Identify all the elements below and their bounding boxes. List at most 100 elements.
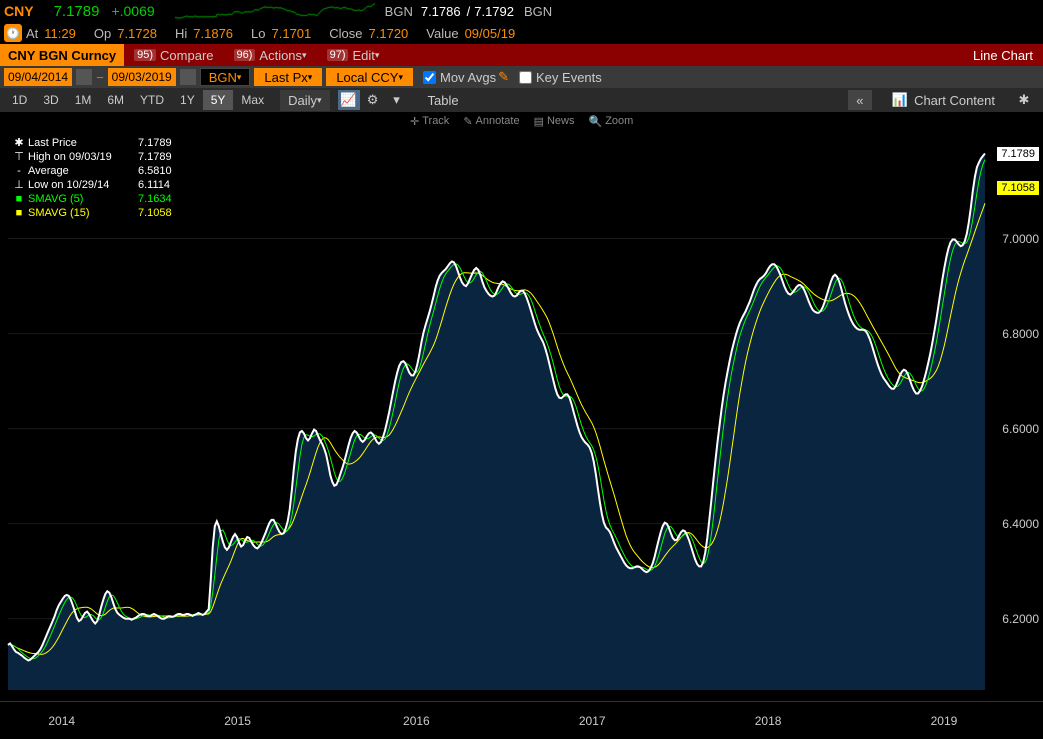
chart-legend: ✱Last Price7.1789 ⊤High on 09/03/197.178… <box>12 136 172 220</box>
gear-icon[interactable]: ✱ <box>1009 92 1039 108</box>
range-buttons: 1D3D1M6MYTD1Y5YMax <box>4 90 272 110</box>
currency-dropdown[interactable]: Local CCY <box>326 68 413 86</box>
range-button-ytd[interactable]: YTD <box>132 90 172 110</box>
source-label-right: BGN <box>524 4 552 19</box>
x-tick-label: 2018 <box>755 714 782 728</box>
chart-type-label: Line Chart <box>973 48 1043 63</box>
linechart-icon[interactable]: 📈 <box>338 90 360 110</box>
y-tick-label: 6.8000 <box>1002 327 1039 341</box>
y-tick-label: 6.2000 <box>1002 612 1039 626</box>
frequency-dropdown[interactable]: Daily <box>280 90 329 111</box>
calendar-icon[interactable] <box>180 69 196 85</box>
range-button-1y[interactable]: 1Y <box>172 90 203 110</box>
chart-area[interactable]: ✱Last Price7.1789 ⊤High on 09/03/197.178… <box>0 130 1043 701</box>
range-button-1m[interactable]: 1M <box>67 90 100 110</box>
close-label: Close <box>329 26 362 41</box>
range-button-3d[interactable]: 3D <box>35 90 66 110</box>
mov-avgs-label: Mov Avgs <box>440 70 496 85</box>
chart-content-button[interactable]: 📊 Chart Content <box>878 89 1009 111</box>
price-marker: 7.1789 <box>997 147 1039 161</box>
range-button-max[interactable]: Max <box>233 90 272 110</box>
news-button[interactable]: ▤News <box>534 115 575 128</box>
legend-high-label: High on 09/03/19 <box>28 150 138 164</box>
table-button[interactable]: Table <box>418 90 469 111</box>
range-button-6m[interactable]: 6M <box>99 90 132 110</box>
high-label: Hi <box>175 26 187 41</box>
calendar-icon[interactable] <box>76 69 92 85</box>
source-dropdown[interactable]: BGN <box>200 68 251 86</box>
chart-content-label: Chart Content <box>914 93 995 108</box>
edit-num: 97) <box>327 49 349 61</box>
legend-smavg5-label: SMAVG (5) <box>28 192 138 206</box>
key-events-checkbox[interactable]: Key Events <box>519 70 602 85</box>
open-value: 7.1728 <box>117 26 157 41</box>
mov-avgs-checkbox[interactable]: Mov Avgs ✎ <box>423 69 509 85</box>
x-axis: 201420152016201720182019 <box>0 701 1043 735</box>
x-tick-label: 2017 <box>579 714 606 728</box>
range-button-5y[interactable]: 5Y <box>203 90 234 110</box>
legend-low-label: Low on 10/29/14 <box>28 178 138 192</box>
low-icon: ⊥ <box>12 178 26 192</box>
legend-smavg15-value: 7.1058 <box>138 206 172 220</box>
function-bar: CNY BGN Curncy 95) Compare 96) Actions 9… <box>0 44 1043 66</box>
range-button-1d[interactable]: 1D <box>4 90 35 110</box>
pencil-icon[interactable]: ✎ <box>498 69 509 85</box>
settings-icon[interactable]: ⚙ <box>362 90 384 110</box>
view-bar: 1D3D1M6MYTD1Y5YMax Daily 📈 ⚙ ▾ Table « 📊… <box>0 88 1043 112</box>
x-tick-label: 2015 <box>224 714 251 728</box>
price-change: +.0069 <box>111 3 154 19</box>
actions-button[interactable]: 96) Actions <box>224 44 317 66</box>
legend-smavg5-value: 7.1634 <box>138 192 172 206</box>
x-tick-label: 2019 <box>931 714 958 728</box>
legend-lastprice-label: Last Price <box>28 136 138 150</box>
price-marker: 7.1058 <box>997 181 1039 195</box>
legend-lastprice-value: 7.1789 <box>138 136 172 150</box>
square-icon: ■ <box>12 206 26 220</box>
y-tick-label: 6.6000 <box>1002 422 1039 436</box>
track-button[interactable]: ✛Track <box>410 115 449 128</box>
legend-high-value: 7.1789 <box>138 150 172 164</box>
sparkline <box>175 2 375 20</box>
annotate-button[interactable]: ✎Annotate <box>463 115 519 128</box>
ask: 7.1792 <box>474 4 514 19</box>
square-icon: ■ <box>12 192 26 206</box>
x-tick-label: 2016 <box>403 714 430 728</box>
close-value: 7.1720 <box>369 26 409 41</box>
date-to-input[interactable]: 09/03/2019 <box>108 68 176 86</box>
price-field-dropdown[interactable]: Last Px <box>254 68 322 86</box>
last-price: 7.1789 <box>54 3 100 20</box>
compare-button[interactable]: 95) Compare <box>124 44 223 66</box>
legend-avg-label: Average <box>28 164 138 178</box>
more-icon[interactable]: ▾ <box>386 90 408 110</box>
quote-bar: 🕐 At 11:29 Op 7.1728 Hi 7.1876 Lo 7.1701… <box>0 22 1043 44</box>
date-separator: − <box>96 70 104 85</box>
news-icon: ▤ <box>534 115 544 128</box>
pencil-icon: ✎ <box>463 115 472 128</box>
key-events-input[interactable] <box>519 71 532 84</box>
at-value: 11:29 <box>44 26 76 41</box>
crosshair-icon: ✛ <box>410 115 419 128</box>
key-events-label: Key Events <box>536 70 602 85</box>
actions-label: Actions <box>259 48 302 63</box>
chart-tool-icons: 📈 ⚙ ▾ <box>338 90 408 110</box>
legend-smavg15-label: SMAVG (15) <box>28 206 138 220</box>
low-value: 7.1701 <box>272 26 312 41</box>
zoom-button[interactable]: 🔍Zoom <box>589 115 634 128</box>
marker-icon: ✱ <box>12 136 26 150</box>
bid: 7.1786 <box>421 4 461 19</box>
date-from-input[interactable]: 09/04/2014 <box>4 68 72 86</box>
legend-avg-value: 6.5810 <box>138 164 172 178</box>
valuedate-value: 09/05/19 <box>465 26 516 41</box>
mov-avgs-input[interactable] <box>423 71 436 84</box>
chart-content-icon: 📊 <box>892 92 908 108</box>
edit-button[interactable]: 97) Edit <box>317 44 390 66</box>
valuedate-label: Value <box>426 26 458 41</box>
open-label: Op <box>94 26 111 41</box>
ticker-header: CNY 7.1789 +.0069 BGN 7.1786 / 7.1792 BG… <box>0 0 1043 22</box>
edit-label: Edit <box>352 48 374 63</box>
high-value: 7.1876 <box>193 26 233 41</box>
chart-mini-toolbar: ✛Track ✎Annotate ▤News 🔍Zoom <box>0 112 1043 130</box>
collapse-button[interactable]: « <box>848 90 872 110</box>
security-name[interactable]: CNY BGN Curncy <box>0 44 124 66</box>
y-tick-label: 7.0000 <box>1002 232 1039 246</box>
